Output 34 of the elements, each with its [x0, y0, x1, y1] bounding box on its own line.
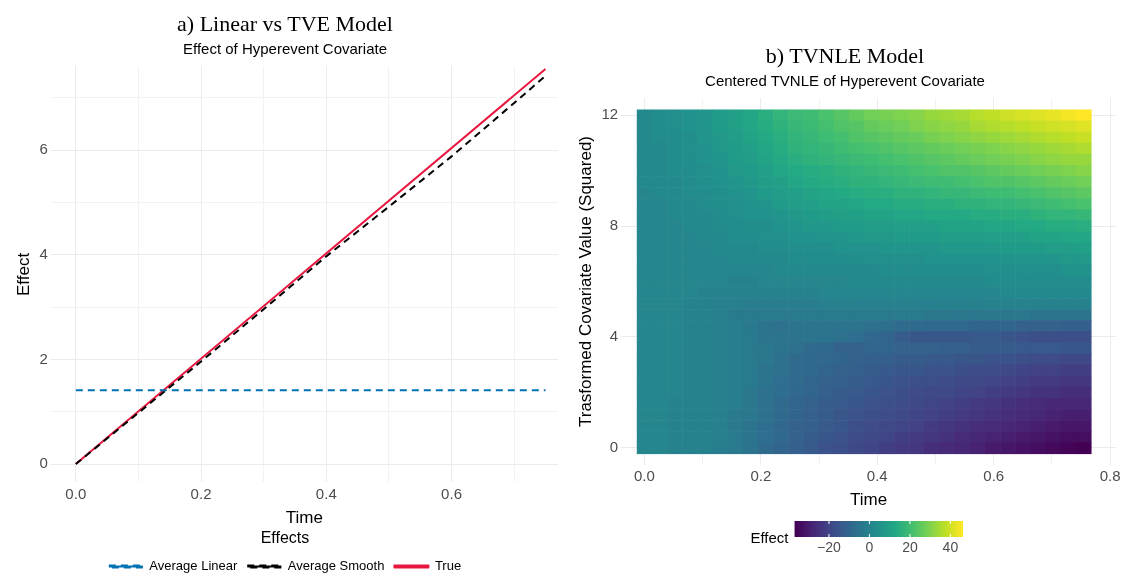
y-axis-title: Trasformed Covariate Value (Squared): [575, 135, 595, 428]
x-tick-label: 0.2: [750, 466, 772, 484]
x-axis-title: Time: [849, 490, 888, 510]
y-tick-label: 4: [609, 327, 619, 345]
y-tick-label: 12: [601, 105, 619, 123]
legend-title: Effects: [260, 529, 310, 547]
y-axis-title: Effect: [13, 252, 33, 296]
y-tick-label: 0: [39, 454, 48, 472]
x-axis-title: Time: [285, 508, 323, 528]
legend-label: Average Smooth: [287, 558, 385, 574]
x-tick-label: 0.6: [441, 484, 462, 502]
y-tick-label: 6: [39, 140, 48, 158]
legend-label: True: [434, 558, 462, 574]
y-tick-label: 0: [609, 438, 619, 456]
legend-label: Average Linear: [149, 558, 238, 574]
color-bar-label: 40: [942, 538, 959, 555]
color-bar-label: −20: [817, 538, 842, 555]
chart-title: a) Linear vs TVE Model: [177, 10, 393, 36]
chart-subtitle: Effect of Hyperevent Covariate: [183, 39, 387, 57]
x-tick-label: 0.6: [983, 466, 1005, 484]
x-tick-label: 0.2: [190, 484, 212, 502]
x-tick-label: 0.4: [866, 466, 888, 484]
x-tick-label: 0.0: [633, 466, 655, 484]
x-tick-label: 0.4: [315, 484, 337, 502]
chart-subtitle: Centered TVNLE of Hyperevent Covariate: [705, 71, 985, 89]
chart-title: b) TVNLE Model: [765, 42, 925, 68]
y-tick-label: 8: [609, 216, 619, 234]
y-tick-label: 4: [39, 244, 48, 262]
x-tick-label: 0.0: [65, 484, 87, 502]
y-tick-label: 2: [39, 349, 48, 367]
color-bar-title: Effect: [750, 529, 790, 547]
color-bar-label: 20: [902, 538, 918, 555]
x-tick-label: 0.8: [1099, 466, 1121, 484]
color-bar-label: 0: [865, 538, 874, 555]
